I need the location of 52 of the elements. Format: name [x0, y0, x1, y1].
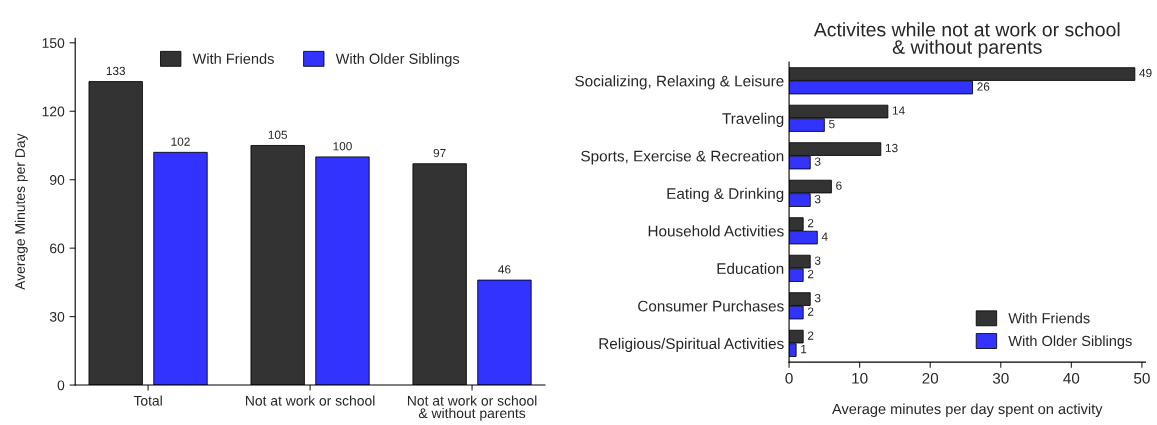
data-label: 4 — [821, 232, 828, 241]
y-tick-label: Socializing, Relaxing & Leisure — [575, 75, 784, 90]
y-tick-label: Household Activities — [648, 225, 784, 237]
y-tick-label: Sports, Exercise & Recreation — [581, 150, 784, 165]
legend-label: With Older Siblings — [1008, 335, 1132, 349]
data-label: 133 — [106, 66, 126, 76]
y-tick-label: Traveling — [722, 112, 784, 128]
data-label: 3 — [814, 194, 821, 204]
data-label: 5 — [829, 119, 835, 129]
y-tick-label: 60 — [50, 243, 65, 254]
data-label: 100 — [333, 142, 352, 151]
data-label: 3 — [814, 157, 821, 166]
y-tick-label: 120 — [42, 106, 65, 117]
data-label: 26 — [977, 82, 990, 91]
data-label: 1 — [801, 345, 807, 354]
x-tick-label: Total — [133, 395, 162, 406]
data-label: 13 — [885, 143, 898, 153]
x-tick-label: 30 — [992, 372, 1009, 384]
y-tick-label: 30 — [49, 311, 65, 322]
y-axis-title: Average Minutes per Day — [14, 133, 28, 290]
data-label: 105 — [268, 130, 288, 139]
x-tick-label: 0 — [785, 372, 793, 384]
x-tick-label: Not at work or school & without parents — [407, 395, 537, 421]
data-label: 6 — [836, 181, 842, 190]
data-label: 46 — [498, 265, 511, 274]
x-tick-label: 10 — [852, 372, 868, 384]
y-tick-label: 150 — [42, 38, 65, 48]
y-tick-label: Eating & Drinking — [667, 187, 784, 203]
legend-label: With Friends — [1008, 312, 1090, 324]
data-label: 49 — [1139, 68, 1152, 78]
x-tick-label: 20 — [922, 372, 939, 384]
chart-title: Activites while not at work or school & without parents — [813, 22, 1120, 58]
data-label: 14 — [892, 106, 905, 115]
y-tick-label: 0 — [57, 380, 65, 391]
legend-label: With Older Siblings — [335, 53, 460, 67]
x-tick-label: 50 — [1134, 372, 1150, 384]
data-label: 2 — [807, 269, 814, 279]
x-tick-label: Not at work or school — [245, 395, 375, 406]
x-axis-title: Average minutes per day spent on activity — [832, 403, 1103, 418]
data-label: 3 — [814, 256, 821, 265]
data-label: 102 — [171, 137, 190, 146]
data-label: 97 — [433, 148, 446, 158]
data-label: 2 — [807, 331, 814, 340]
data-label: 3 — [814, 293, 821, 303]
x-tick-label: 40 — [1063, 372, 1080, 384]
y-tick-label: 90 — [49, 175, 65, 185]
y-tick-label: Consumer Purchases — [638, 300, 784, 312]
data-label: 2 — [807, 307, 814, 316]
y-tick-label: Religious/Spiritual Activities — [599, 337, 784, 353]
legend-label: With Friends — [192, 53, 274, 64]
y-tick-label: Education — [717, 262, 784, 275]
data-label: 2 — [807, 218, 814, 228]
